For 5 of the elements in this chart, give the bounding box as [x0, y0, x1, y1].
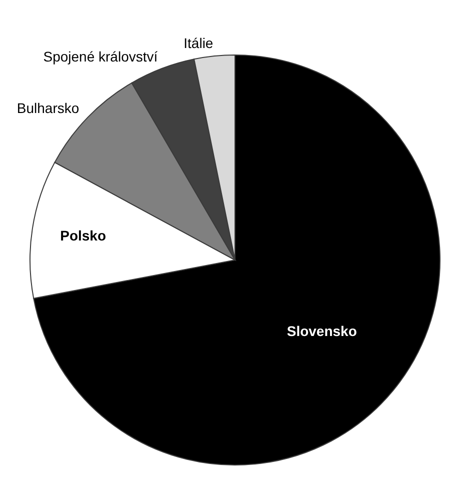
slice-label: Itálie — [184, 35, 214, 52]
slice-label: Bulharsko — [16, 100, 80, 116]
slice-label: Slovensko — [286, 322, 357, 339]
slice-label: Polsko — [60, 227, 106, 244]
slice-label: Spojené království — [43, 48, 158, 64]
